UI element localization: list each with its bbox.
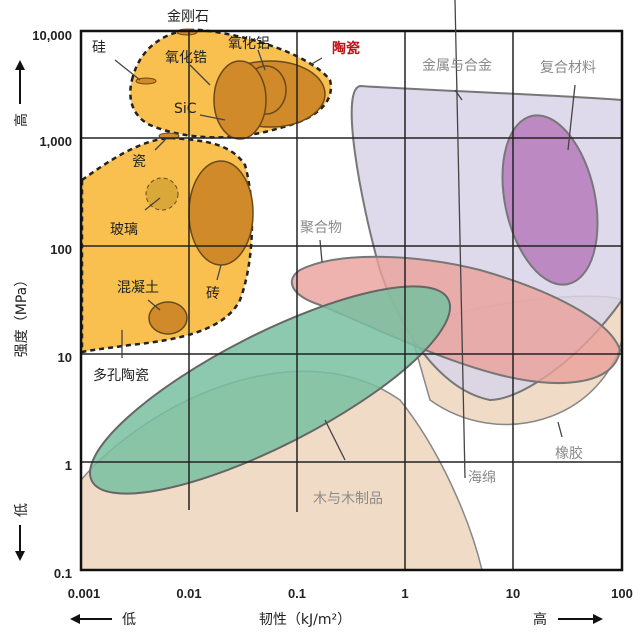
label-sic: SiC xyxy=(174,101,197,117)
label-metals: 金属与合金 xyxy=(422,58,492,74)
arrow-down-icon xyxy=(15,525,25,561)
y-tick-10: 10 xyxy=(58,350,72,365)
label-ceramics: 陶瓷 xyxy=(332,40,360,57)
x-tick-100: 100 xyxy=(611,586,633,601)
x-tick-0.1: 0.1 xyxy=(288,586,306,601)
label-alumina: 氧化铝 xyxy=(228,36,270,52)
y-tick-1000: 1,000 xyxy=(39,134,72,149)
label-foam: 海绵 xyxy=(468,469,496,486)
label-composites: 复合材料 xyxy=(540,59,596,76)
x-tick-0.01: 0.01 xyxy=(176,586,201,601)
x-axis-high: 高 xyxy=(533,611,547,628)
silicon-mark xyxy=(135,77,157,85)
sic-region xyxy=(213,60,267,140)
y-tick-1: 1 xyxy=(65,458,72,473)
x-axis-title: 韧性（kJ/m²） xyxy=(259,612,351,628)
label-rubber: 橡胶 xyxy=(555,445,583,462)
label-brick: 砖 xyxy=(206,286,220,302)
label-silicon: 硅 xyxy=(92,40,106,56)
y-axis-title: 强度（MPa） xyxy=(14,273,30,357)
grid xyxy=(81,31,622,570)
x-axis-low: 低 xyxy=(122,612,136,628)
y-axis-low: 低 xyxy=(14,503,30,517)
y-tick-100: 100 xyxy=(50,242,72,257)
wood-region xyxy=(88,285,452,495)
arrow-up-icon xyxy=(15,60,25,104)
label-wood: 木与木制品 xyxy=(313,491,383,507)
x-tick-0.001: 0.001 xyxy=(68,586,101,601)
arrow-left-icon xyxy=(70,614,112,624)
concrete-region xyxy=(148,301,188,335)
label-porcelain: 瓷 xyxy=(132,154,146,170)
y-axis-high: 高 xyxy=(13,113,30,127)
arrow-right-icon xyxy=(558,614,603,624)
y-tick-10000: 10,000 xyxy=(32,28,72,43)
label-porous-ceramics: 多孔陶瓷 xyxy=(93,367,149,384)
label-zirconia: 氧化锆 xyxy=(165,50,207,66)
label-polymers: 聚合物 xyxy=(300,220,342,236)
y-tick-0.1: 0.1 xyxy=(54,566,72,581)
x-tick-10: 10 xyxy=(506,586,520,601)
label-diamond: 金刚石 xyxy=(167,9,209,25)
label-glass: 玻璃 xyxy=(110,221,138,238)
label-concrete: 混凝土 xyxy=(117,280,159,296)
composites-region xyxy=(501,114,599,286)
x-tick-1: 1 xyxy=(401,586,408,601)
plot-frame xyxy=(79,29,624,572)
